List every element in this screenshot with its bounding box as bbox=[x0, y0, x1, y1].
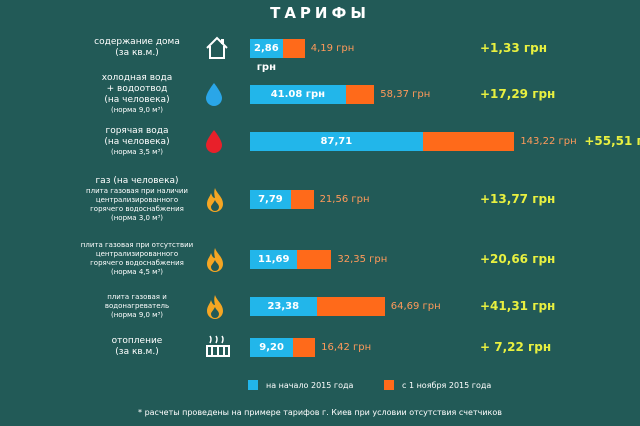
difference-value: +13,77 грн bbox=[480, 191, 556, 206]
bar-old: 87,71 bbox=[250, 131, 423, 151]
bar-old-value: 2,86 грн bbox=[254, 42, 279, 73]
legend-new-swatch bbox=[384, 380, 394, 390]
difference-value: +41,31 грн bbox=[480, 298, 556, 313]
row-label: горячая вода (на человека) (норма 3,5 м³) bbox=[78, 120, 196, 162]
legend-old-label: на начало 2015 года bbox=[266, 380, 354, 390]
row-label-subline: (норма 3,0 м³) bbox=[110, 213, 163, 222]
legend-old-swatch bbox=[248, 380, 258, 390]
row-label-subline: горячего водоснабжения bbox=[90, 259, 184, 267]
legend-new: с 1 ноября 2015 года bbox=[384, 380, 491, 390]
row-label-subline: (норма 3,5 м³) bbox=[110, 147, 163, 156]
bar-old-value: 7,79 bbox=[258, 193, 283, 205]
bar-new-value: 64,69 грн bbox=[390, 300, 441, 312]
bar-new-value: 21,56 грн bbox=[319, 193, 370, 205]
row-label-line: газ (на человека) bbox=[95, 175, 179, 186]
flame-icon bbox=[204, 246, 226, 278]
radiator-icon bbox=[204, 334, 232, 364]
bar-old: 11,69 bbox=[250, 249, 298, 269]
row-label: плита газовая и водонагреватель (норма 9,0… bbox=[78, 283, 196, 329]
row-label: газ (на человека) плита газовая при налич… bbox=[78, 166, 196, 232]
row-label-line: горячая вода bbox=[105, 125, 169, 136]
bar-old-value: 87,71 bbox=[320, 135, 353, 147]
flame-icon bbox=[204, 186, 226, 218]
row-label: плита газовая при отсутствии централизиро… bbox=[78, 234, 196, 284]
bar-old: 2,86 грн bbox=[250, 38, 283, 73]
row-label-subline: плита газовая при отсутствии bbox=[80, 241, 194, 249]
row-label-subline: плита газовая при наличии bbox=[86, 186, 188, 195]
row-label-line: (за кв.м.) bbox=[115, 48, 159, 58]
row-label-subline: (норма 9,0 м³) bbox=[110, 310, 163, 319]
row-label-line: отопление bbox=[111, 336, 163, 346]
row-label-subline: (норма 4,5 м³) bbox=[110, 268, 163, 276]
difference-value: +17,29 грн bbox=[480, 86, 556, 101]
row-label-subline: централизированного bbox=[95, 250, 179, 258]
hot-water-drop-icon bbox=[204, 128, 224, 158]
footnote: * расчеты проведены на примере тарифов г… bbox=[138, 408, 502, 417]
bar-new-value: 4,19 грн bbox=[310, 42, 355, 54]
flame-icon bbox=[204, 293, 226, 325]
row-label-line: (на человека) bbox=[104, 136, 170, 147]
difference-value: +20,66 грн bbox=[480, 251, 556, 266]
bar-old-value: 9,20 bbox=[259, 341, 284, 353]
bar-new-value: 143,22 грн bbox=[520, 135, 577, 147]
row-label-subline: централизированного bbox=[95, 195, 179, 204]
row-label-line: холодная вода bbox=[101, 73, 173, 83]
row-label-line: содержание дома bbox=[94, 37, 180, 47]
row-label-line: (за кв.м.) bbox=[115, 347, 159, 357]
water-drop-icon bbox=[204, 81, 224, 111]
bar-old: 7,79 bbox=[250, 189, 291, 209]
row-label-subline: водонагреватель bbox=[104, 301, 170, 310]
bar-new-value: 32,35 грн bbox=[337, 253, 388, 265]
legend-old: на начало 2015 года bbox=[248, 380, 353, 390]
row-label: отопление (за кв.м.) bbox=[78, 332, 196, 362]
row-label-subline: (норма 9,0 м³) bbox=[110, 106, 163, 114]
house-icon bbox=[204, 35, 230, 65]
bar-new-value: 16,42 грн bbox=[321, 341, 372, 353]
row-label-subline: горячего водоснабжения bbox=[90, 204, 184, 213]
difference-value: +55,51 грн bbox=[584, 133, 640, 148]
bar-old-value: 11,69 bbox=[257, 253, 290, 265]
bar-new-value: 58,37 грн bbox=[380, 88, 431, 100]
bar-old-value: 41.08 грн bbox=[270, 88, 326, 100]
bar-old: 41.08 грн bbox=[250, 84, 346, 104]
difference-value: + 7,22 грн bbox=[480, 339, 552, 354]
row-label-subline: плита газовая и bbox=[107, 292, 167, 301]
row-label: холодная вода + водоотвод (на человека) (но… bbox=[78, 66, 196, 122]
difference-value: +1,33 грн bbox=[480, 40, 547, 55]
bar-old: 9,20 bbox=[250, 337, 294, 357]
row-label: содержание дома (за кв.м.) bbox=[78, 33, 196, 63]
bar-old: 23,38 bbox=[250, 296, 317, 316]
chart-title: ТАРИФЫ bbox=[270, 4, 370, 22]
bar-old-value: 23,38 bbox=[267, 300, 300, 312]
legend-new-label: с 1 ноября 2015 года bbox=[402, 380, 492, 390]
row-label-line: (на человека) bbox=[104, 95, 170, 105]
row-label-line: + водоотвод bbox=[106, 84, 168, 94]
